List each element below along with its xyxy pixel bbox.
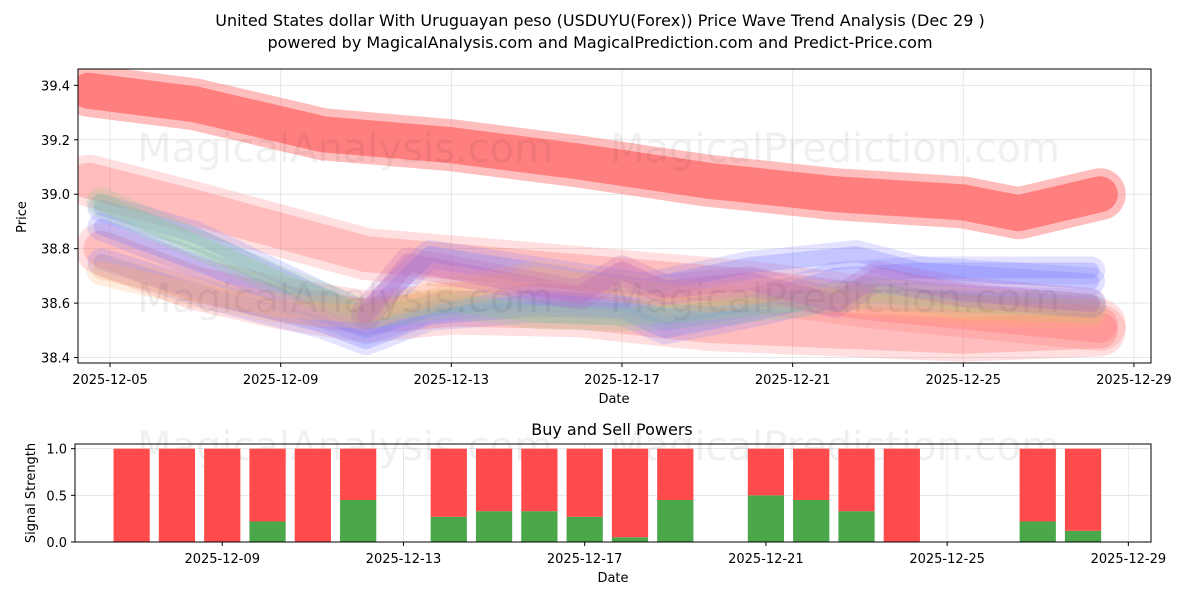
price-y-tick-label: 39.2 bbox=[41, 134, 70, 149]
wave-band-outer bbox=[78, 222, 1126, 362]
watermark-prediction-mid: MagicalPrediction.com bbox=[610, 276, 1060, 322]
buy-power-bar bbox=[249, 521, 286, 542]
sell-power-bar bbox=[1064, 448, 1102, 531]
price-x-tick-label: 2025-12-09 bbox=[243, 373, 319, 388]
sell-power-bar bbox=[204, 448, 241, 542]
signal-y-axis-label: Signal Strength bbox=[24, 443, 39, 543]
buy-power-bar bbox=[430, 516, 467, 542]
buy-power-bar bbox=[566, 516, 603, 542]
buy-power-bar bbox=[1064, 530, 1102, 542]
buy-power-bar bbox=[475, 511, 513, 542]
price-y-tick-label: 38.6 bbox=[41, 297, 70, 312]
chart-title-line2: powered by MagicalAnalysis.com and Magic… bbox=[267, 33, 932, 52]
sell-power-bar bbox=[113, 448, 150, 542]
buy-power-bar bbox=[747, 495, 785, 542]
sell-power-bar bbox=[657, 448, 694, 500]
sell-power-bar bbox=[340, 448, 377, 500]
price-x-tick-label: 2025-12-05 bbox=[72, 373, 148, 388]
price-y-axis-label: Price bbox=[15, 201, 30, 233]
signal-chart: Buy and Sell Powers MagicalAnalysis.com … bbox=[24, 420, 1166, 586]
price-y-tick-label: 39.0 bbox=[41, 188, 70, 203]
wave-band-inner bbox=[93, 218, 1100, 339]
sell-power-bar bbox=[747, 448, 785, 496]
wave-band-inner bbox=[78, 72, 1118, 232]
buy-power-bar bbox=[521, 511, 558, 542]
price-x-axis-label: Date bbox=[598, 392, 629, 407]
wave-band-inner bbox=[92, 193, 1101, 326]
wave-band-inner bbox=[93, 199, 1100, 325]
buy-power-bar bbox=[611, 537, 649, 542]
wave-band-inner bbox=[78, 162, 1118, 343]
price-y-tick-label: 38.8 bbox=[41, 243, 70, 258]
signal-x-tick-label: 2025-12-13 bbox=[366, 552, 442, 567]
buy-power-bar bbox=[838, 511, 875, 542]
price-x-tick-label: 2025-12-25 bbox=[925, 373, 1001, 388]
watermark-analysis-mid: MagicalAnalysis.com bbox=[137, 276, 553, 322]
price-y-tick-label: 39.4 bbox=[41, 79, 70, 94]
signal-x-tick-label: 2025-12-17 bbox=[547, 552, 623, 567]
wave-band-inner bbox=[93, 254, 1100, 350]
price-x-tick-label: 2025-12-21 bbox=[755, 373, 831, 388]
signal-x-tick-label: 2025-12-29 bbox=[1091, 552, 1167, 567]
price-x-tick-label: 2025-12-29 bbox=[1096, 373, 1172, 388]
signal-y-tick-label: 1.0 bbox=[46, 443, 67, 458]
wave-band-outer bbox=[87, 248, 1106, 356]
buy-power-bar bbox=[340, 500, 377, 542]
signal-x-tick-label: 2025-12-09 bbox=[184, 552, 260, 567]
price-chart: MagicalAnalysis.com MagicalPrediction.co… bbox=[15, 68, 1172, 407]
watermark-prediction-top: MagicalPrediction.com bbox=[610, 126, 1060, 172]
sell-power-bar bbox=[1019, 448, 1056, 522]
wave-band-outer bbox=[86, 187, 1107, 332]
wave-band-outer bbox=[87, 212, 1106, 345]
wave-band-outer bbox=[350, 247, 1107, 329]
sell-power-bar bbox=[158, 448, 196, 542]
signal-x-tick-label: 2025-12-21 bbox=[728, 552, 804, 567]
buy-power-bar bbox=[1019, 521, 1056, 542]
sell-power-bar bbox=[566, 448, 603, 517]
buy-power-bar bbox=[793, 500, 830, 542]
price-x-tick-label: 2025-12-13 bbox=[414, 373, 490, 388]
sell-power-bar bbox=[521, 448, 558, 512]
wave-band-inner bbox=[92, 261, 1101, 323]
signal-chart-title: Buy and Sell Powers bbox=[531, 420, 693, 439]
wave-band-inner bbox=[356, 253, 1101, 323]
wave-band-outer bbox=[86, 255, 1107, 329]
watermark-analysis-top: MagicalAnalysis.com bbox=[137, 126, 553, 172]
wave-band-inner bbox=[83, 230, 1118, 354]
sell-power-bar bbox=[475, 448, 513, 512]
buy-power-bar bbox=[657, 500, 694, 542]
signal-y-tick-label: 0.5 bbox=[46, 489, 67, 504]
chart-title-line1: United States dollar With Uruguayan peso… bbox=[215, 11, 984, 30]
sell-power-bar bbox=[611, 448, 649, 538]
sell-power-bar bbox=[838, 448, 875, 512]
signal-x-tick-label: 2025-12-25 bbox=[909, 552, 985, 567]
price-x-tick-label: 2025-12-17 bbox=[584, 373, 660, 388]
sell-power-bar bbox=[793, 448, 830, 500]
signal-x-axis-label: Date bbox=[597, 571, 628, 586]
signal-y-tick-label: 0.0 bbox=[46, 536, 67, 551]
sell-power-bar bbox=[430, 448, 467, 517]
sell-power-bar bbox=[294, 448, 331, 542]
wave-band-outer bbox=[78, 154, 1126, 351]
price-y-tick-label: 38.4 bbox=[41, 352, 70, 367]
sell-power-bar bbox=[883, 448, 920, 542]
wave-band-outer bbox=[87, 193, 1106, 331]
sell-power-bar bbox=[249, 448, 286, 522]
